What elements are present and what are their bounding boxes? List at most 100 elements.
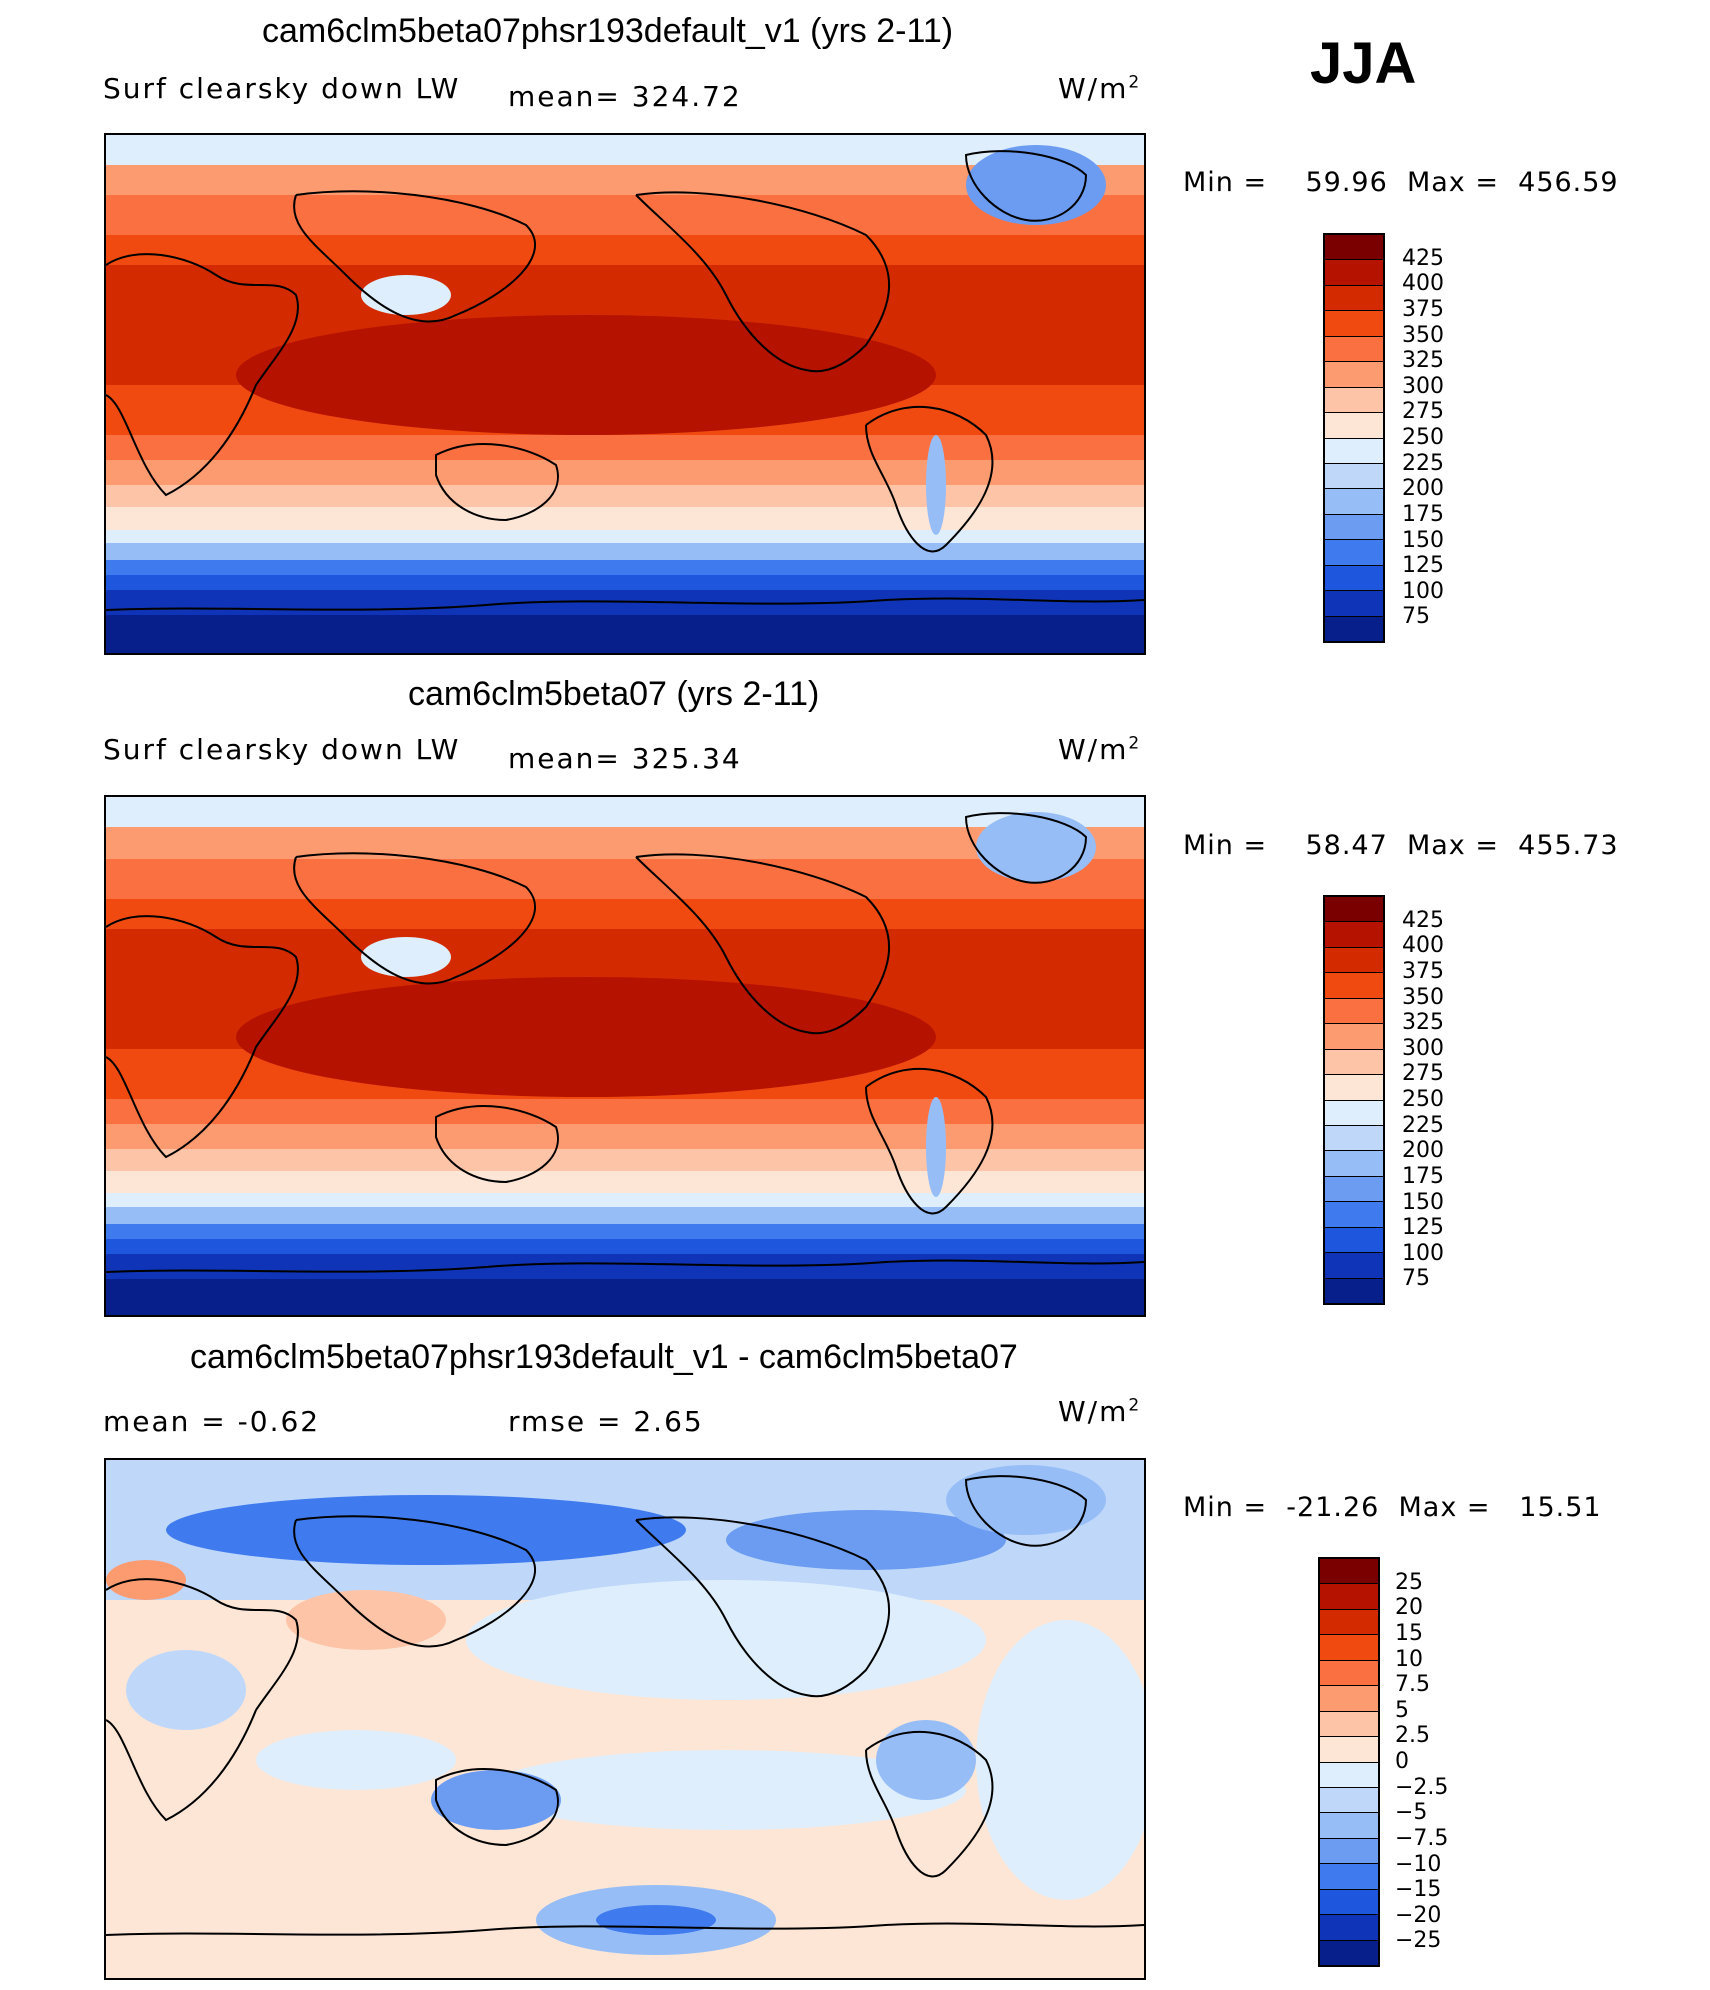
panel-2-units: W/m2: [1058, 733, 1141, 766]
panel-1-variable-label: Surf clearsky down LW: [103, 72, 461, 105]
panel-1-colorbar: [1323, 233, 1385, 643]
diff-amazon: [876, 1720, 976, 1800]
colorbar-segment: [1325, 616, 1383, 641]
diff-greenland: [946, 1465, 1106, 1535]
colorbar-segment: [1325, 1227, 1383, 1254]
colorbar-tick-label: 275: [1402, 399, 1444, 425]
colorbar-segment: [1320, 1762, 1378, 1788]
colorbar-tick-label: 200: [1402, 1138, 1444, 1164]
colorbar-segment: [1325, 998, 1383, 1025]
colorbar-tick-label: 400: [1402, 271, 1444, 297]
panel-1-colorbar-labels: 425 400 375 350 325 300 275 250 225 200 175 150 125 1…: [1402, 233, 1482, 643]
colorbar-tick-label: 100: [1402, 1240, 1444, 1266]
tibet-cold: [361, 275, 451, 315]
colorbar-segment: [1325, 1151, 1383, 1177]
colorbar-tick-label: 300: [1402, 1035, 1444, 1061]
colorbar-tick-label: −7.5: [1395, 1825, 1449, 1851]
colorbar-tick-label: 15: [1395, 1620, 1423, 1646]
colorbar-segment: [1325, 362, 1383, 388]
colorbar-tick-label: 5: [1395, 1697, 1409, 1723]
panel-2-title: cam6clm5beta07 (yrs 2-11): [408, 675, 820, 713]
colorbar-tick-label: 7.5: [1395, 1672, 1430, 1698]
colorbar-tick-label: 350: [1402, 984, 1444, 1010]
diff-asia-warm: [286, 1590, 446, 1650]
panel-2-colorbar: [1323, 895, 1385, 1305]
panel-2-max-label: Max =: [1406, 830, 1499, 861]
panel-1-title: cam6clm5beta07phsr193default_v1 (yrs 2-1…: [262, 12, 954, 50]
units-exponent: 2: [1128, 1395, 1142, 1416]
colorbar-segment: [1325, 438, 1383, 464]
panel-3-minmax: Min = -21.26 Max = 15.51: [1183, 1492, 1602, 1523]
colorbar-tick-label: 425: [1402, 245, 1444, 271]
colorbar-segment: [1325, 922, 1383, 948]
colorbar-tick-label: 375: [1402, 958, 1444, 984]
coastlines: [106, 150, 1144, 611]
colorbar-segment: [1325, 336, 1383, 363]
diff-pacific: [466, 1580, 986, 1700]
panel-1-units: W/m2: [1058, 72, 1141, 105]
panel-2-min-label: Min =: [1183, 830, 1268, 861]
colorbar-segment: [1325, 489, 1383, 515]
colorbar-segment: [1325, 1100, 1383, 1126]
colorbar-tick-label: −15: [1395, 1877, 1442, 1903]
colorbar-tick-label: 2.5: [1395, 1723, 1430, 1749]
colorbar-tick-label: −10: [1395, 1851, 1442, 1877]
panel-3-min-label: Min =: [1183, 1492, 1268, 1523]
colorbar-segment: [1325, 591, 1383, 617]
colorbar-tick-label: 225: [1402, 1112, 1444, 1138]
colorbar-tick-label: 150: [1402, 1189, 1444, 1215]
colorbar-segment: [1320, 1660, 1378, 1687]
colorbar-tick-label: 10: [1395, 1646, 1423, 1672]
tibet-cold: [361, 937, 451, 977]
colorbar-segment: [1320, 1915, 1378, 1941]
colorbar-segment: [1325, 235, 1383, 261]
panel-3-map-svg: [106, 1460, 1144, 1978]
colorbar-segment: [1325, 514, 1383, 541]
colorbar-segment: [1320, 1559, 1378, 1585]
panel-3-mean-label: mean = -0.62: [103, 1405, 321, 1438]
colorbar-tick-label: 25: [1395, 1569, 1423, 1595]
panel-2-mean-label: mean= 325.34: [508, 742, 742, 775]
colorbar-segment: [1325, 463, 1383, 490]
colorbar-segment: [1325, 897, 1383, 923]
colorbar-segment: [1320, 1737, 1378, 1763]
colorbar-tick-label: 125: [1402, 1215, 1444, 1241]
colorbar-segment: [1325, 1176, 1383, 1203]
colorbar-segment: [1325, 1253, 1383, 1279]
colorbar-tick-label: 100: [1402, 578, 1444, 604]
panel-2-max-value: 455.73: [1518, 830, 1619, 861]
units-exponent: 2: [1128, 72, 1142, 93]
panel-3-colorbar: [1318, 1557, 1380, 1967]
colorbar-segment: [1320, 1686, 1378, 1712]
panel-1-mean-label: mean= 324.72: [508, 80, 742, 113]
colorbar-segment: [1325, 540, 1383, 566]
panel-3-rmse-label: rmse = 2.65: [508, 1405, 704, 1438]
colorbar-tick-label: 175: [1402, 1163, 1444, 1189]
panel-1-map-svg: [106, 135, 1144, 653]
panel-3-colorbar-labels: 25 20 15 10 7.5 5 2.5 0 −2.5 −5 −7.5 −10 −15 −20 −25: [1395, 1557, 1485, 1967]
colorbar-segment: [1320, 1889, 1378, 1916]
panel-1-min-value: 59.96: [1305, 167, 1388, 198]
colorbar-tick-label: 20: [1395, 1595, 1423, 1621]
colorbar-segment: [1325, 1024, 1383, 1050]
panel-2-min-value: 58.47: [1305, 830, 1388, 861]
diff-canada: [726, 1510, 1006, 1570]
diff-south-ocean-core: [596, 1905, 716, 1935]
colorbar-segment: [1325, 973, 1383, 999]
panel-2-minmax: Min = 58.47 Max = 455.73: [1183, 830, 1619, 861]
panel-3-max-label: Max =: [1398, 1492, 1491, 1523]
panel-2-map-svg: [106, 797, 1144, 1315]
coastlines: [106, 812, 1144, 1273]
panel-1-max-label: Max =: [1406, 167, 1499, 198]
colorbar-segment: [1325, 413, 1383, 439]
colorbar-segment: [1320, 1940, 1378, 1965]
units-base: W/m: [1058, 733, 1129, 766]
colorbar-tick-label: 400: [1402, 933, 1444, 959]
colorbar-segment: [1325, 1278, 1383, 1303]
colorbar-tick-label: 250: [1402, 425, 1444, 450]
panel-1-max-value: 456.59: [1518, 167, 1619, 198]
colorbar-tick-label: −20: [1395, 1902, 1442, 1928]
colorbar-segment: [1325, 565, 1383, 592]
colorbar-tick-label: 425: [1402, 907, 1444, 933]
panel-2-colorbar-labels: 425 400 375 350 325 300 275 250 225 200 175 150 125 1…: [1402, 895, 1482, 1305]
